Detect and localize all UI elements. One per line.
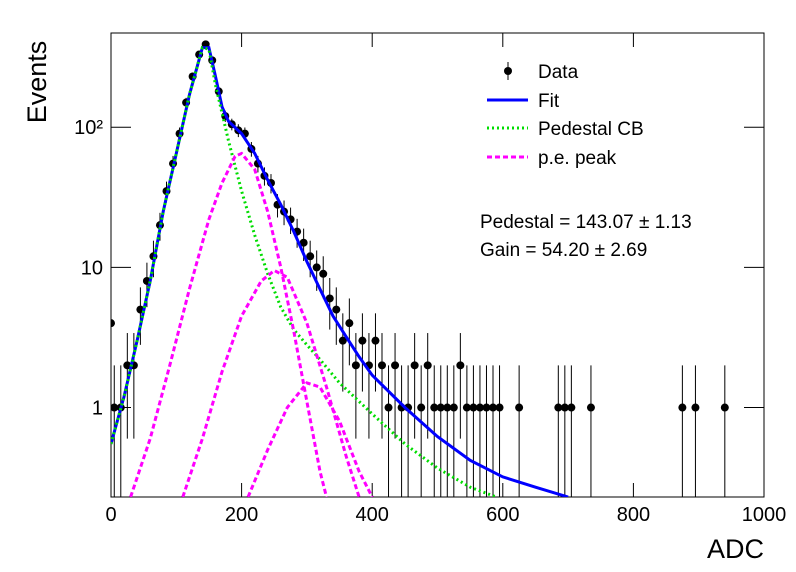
data-point	[371, 336, 380, 345]
x-tick-label: 600	[486, 504, 519, 526]
data-point	[299, 238, 308, 247]
data-point	[482, 403, 491, 412]
y-tick-label: 1	[92, 398, 103, 420]
data-point	[720, 403, 729, 412]
data-point	[417, 403, 426, 412]
data-point	[515, 403, 524, 412]
data-point	[345, 319, 354, 328]
data-point	[423, 361, 432, 370]
data-point	[358, 336, 367, 345]
plot-frame	[110, 32, 765, 498]
x-tick-label: 1000	[742, 504, 787, 526]
data-point	[351, 361, 360, 370]
data-point	[111, 403, 119, 412]
x-tick-label: 800	[617, 504, 650, 526]
data-point	[475, 403, 484, 412]
legend-label: Data	[538, 62, 579, 83]
data-point	[456, 361, 465, 370]
data-point	[319, 269, 328, 278]
legend-label: Pedestal CB	[538, 119, 644, 140]
data-point	[430, 403, 439, 412]
plot-area	[111, 40, 729, 497]
y-tick-label: 10²	[74, 117, 103, 139]
legend-label: Fit	[538, 91, 560, 112]
data-point	[312, 263, 321, 272]
data-point	[495, 403, 504, 412]
data-point	[377, 361, 386, 370]
data-point	[586, 403, 595, 412]
data-point	[123, 361, 132, 370]
data-point	[306, 252, 315, 261]
data-point	[384, 403, 393, 412]
data-point	[691, 403, 700, 412]
x-tick-label: 200	[225, 504, 258, 526]
data-point	[678, 403, 687, 412]
data-point	[489, 403, 498, 412]
fit-curve	[246, 381, 374, 497]
y-axis-label: Events	[22, 41, 52, 124]
data-point	[391, 361, 400, 370]
annotation: Pedestal = 143.07 ± 1.13	[480, 212, 692, 233]
data-point	[554, 403, 563, 412]
data-point	[443, 403, 452, 412]
data-point	[332, 305, 341, 314]
x-tick-label: 400	[356, 504, 389, 526]
data-point	[410, 361, 419, 370]
legend-label: p.e. peak	[538, 148, 617, 169]
fit-curve	[111, 45, 497, 497]
legend-marker	[504, 67, 512, 75]
data-point	[469, 403, 478, 412]
data-point	[567, 403, 576, 412]
x-tick-label: 0	[105, 504, 116, 526]
fit-curve	[111, 46, 569, 497]
y-tick-label: 10	[81, 257, 103, 279]
x-axis-label: ADC	[707, 534, 764, 564]
data-point	[338, 336, 347, 345]
fit-curve	[129, 151, 328, 497]
data-point	[462, 403, 471, 412]
data-point	[111, 319, 115, 328]
annotation: Gain = 54.20 ± 2.69	[480, 240, 647, 261]
data-point	[325, 294, 334, 303]
data-point	[449, 403, 458, 412]
data-point	[560, 403, 569, 412]
data-point	[436, 403, 445, 412]
